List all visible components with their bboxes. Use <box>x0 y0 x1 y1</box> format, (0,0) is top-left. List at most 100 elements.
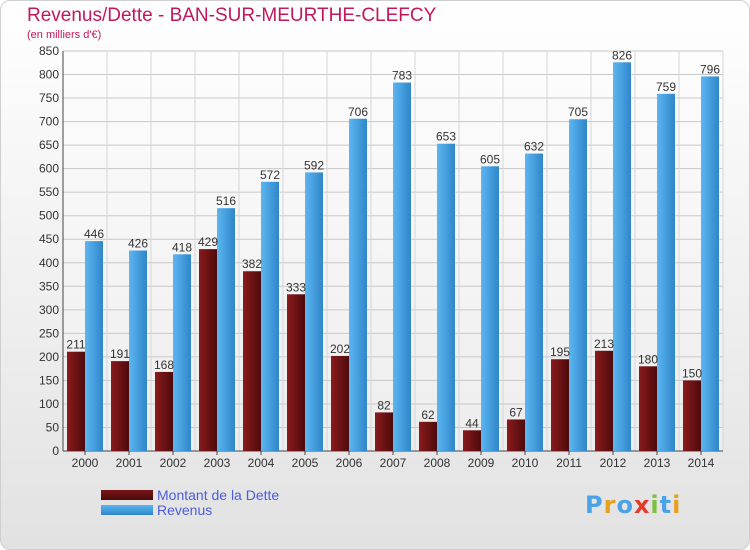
data-label-dette: 180 <box>638 352 658 366</box>
data-label-dette: 168 <box>154 358 174 372</box>
y-tick-label: 50 <box>46 420 60 434</box>
bar-dette <box>155 371 173 451</box>
data-label-dette: 191 <box>110 347 130 361</box>
bar-dette <box>551 359 569 451</box>
data-label-dette: 382 <box>242 257 262 271</box>
chart-title: Revenus/Dette - BAN-SUR-MEURTHE-CLEFCY <box>27 5 437 26</box>
x-tick-label: 2001 <box>116 456 143 470</box>
y-tick-label: 350 <box>39 279 59 293</box>
data-label-dette: 211 <box>66 338 85 352</box>
bar-dette <box>375 412 393 451</box>
proxiti-logo: Proxiti <box>585 491 681 519</box>
data-label-dette: 429 <box>198 235 218 249</box>
logo-letter: P <box>585 491 604 519</box>
logo-letter: t <box>659 491 673 519</box>
bar-dette <box>419 421 437 451</box>
y-tick-label: 0 <box>52 444 59 458</box>
x-tick-label: 2003 <box>204 456 231 470</box>
y-tick-label: 550 <box>39 185 59 199</box>
y-tick-label: 850 <box>39 44 59 58</box>
data-label-revenus: 418 <box>172 240 192 254</box>
y-tick-label: 200 <box>39 350 59 364</box>
data-label-revenus: 605 <box>480 152 500 166</box>
x-tick-label: 2012 <box>600 456 627 470</box>
x-tick-label: 2010 <box>512 456 539 470</box>
bar-revenus <box>393 82 411 451</box>
y-tick-label: 700 <box>39 115 59 129</box>
y-tick-label: 250 <box>39 326 59 340</box>
x-tick-label: 2002 <box>160 456 187 470</box>
bar-dette <box>243 271 261 451</box>
x-tick-label: 2011 <box>556 456 582 470</box>
logo-letter: o <box>616 491 634 519</box>
data-label-revenus: 783 <box>392 69 412 83</box>
bar-dette <box>287 294 305 451</box>
x-tick-label: 2008 <box>424 456 451 470</box>
logo-letter: x <box>633 491 651 519</box>
bar-dette <box>595 350 613 451</box>
bar-revenus <box>173 254 191 451</box>
y-tick-label: 750 <box>39 91 59 105</box>
bar-revenus <box>349 118 367 451</box>
bar-revenus <box>613 62 631 451</box>
data-label-dette: 213 <box>594 337 614 351</box>
logo-letter: i <box>672 491 682 519</box>
y-tick-label: 450 <box>39 232 59 246</box>
y-tick-label: 800 <box>39 68 59 82</box>
data-label-revenus: 446 <box>84 227 104 241</box>
data-label-revenus: 592 <box>304 158 324 172</box>
x-tick-label: 2005 <box>292 456 319 470</box>
bar-dette <box>507 419 525 451</box>
data-label-revenus: 516 <box>216 194 236 208</box>
data-label-revenus: 796 <box>700 62 720 76</box>
data-label-dette: 150 <box>682 366 702 380</box>
x-tick-label: 2000 <box>72 456 99 470</box>
y-tick-label: 150 <box>39 373 59 387</box>
bar-dette <box>639 366 657 451</box>
legend-label-revenus: Revenus <box>157 502 213 518</box>
data-label-dette: 67 <box>509 405 523 419</box>
bar-dette <box>111 361 129 451</box>
bar-revenus <box>261 181 279 451</box>
legend-swatch-dette <box>101 490 153 500</box>
bar-dette <box>683 380 701 451</box>
bar-revenus <box>481 166 499 451</box>
x-tick-label: 2014 <box>688 456 715 470</box>
bar-revenus <box>657 93 675 451</box>
bar-revenus <box>569 119 587 451</box>
bar-dette <box>199 249 217 451</box>
x-tick-label: 2007 <box>380 456 407 470</box>
bar-dette <box>67 351 85 451</box>
y-tick-label: 300 <box>39 303 59 317</box>
bar-dette <box>331 355 349 451</box>
bar-revenus <box>305 172 323 452</box>
bar-revenus <box>129 250 147 451</box>
bar-revenus <box>525 153 543 451</box>
y-tick-label: 500 <box>39 209 59 223</box>
bar-revenus <box>437 143 455 452</box>
logo-letter: r <box>603 491 617 519</box>
x-tick-label: 2004 <box>248 456 275 470</box>
data-label-revenus: 826 <box>612 48 632 62</box>
data-label-revenus: 759 <box>656 80 676 94</box>
x-tick-label: 2009 <box>468 456 495 470</box>
data-label-revenus: 653 <box>436 130 456 144</box>
y-tick-label: 400 <box>39 256 59 270</box>
y-tick-label: 650 <box>39 138 59 152</box>
legend-label-dette: Montant de la Dette <box>157 487 280 503</box>
y-tick-label: 100 <box>39 397 59 411</box>
bar-dette <box>463 430 481 451</box>
x-tick-label: 2006 <box>336 456 363 470</box>
y-tick-label: 600 <box>39 162 59 176</box>
data-label-revenus: 632 <box>524 140 544 154</box>
legend-swatch-revenus <box>101 505 153 515</box>
data-label-dette: 202 <box>330 342 350 356</box>
chart-subtitle: (en milliers d'€) <box>27 29 102 41</box>
data-label-dette: 195 <box>550 345 570 359</box>
data-label-revenus: 572 <box>260 168 280 182</box>
data-label-revenus: 705 <box>568 105 588 119</box>
data-label-revenus: 706 <box>348 105 368 119</box>
data-label-dette: 62 <box>421 408 435 422</box>
